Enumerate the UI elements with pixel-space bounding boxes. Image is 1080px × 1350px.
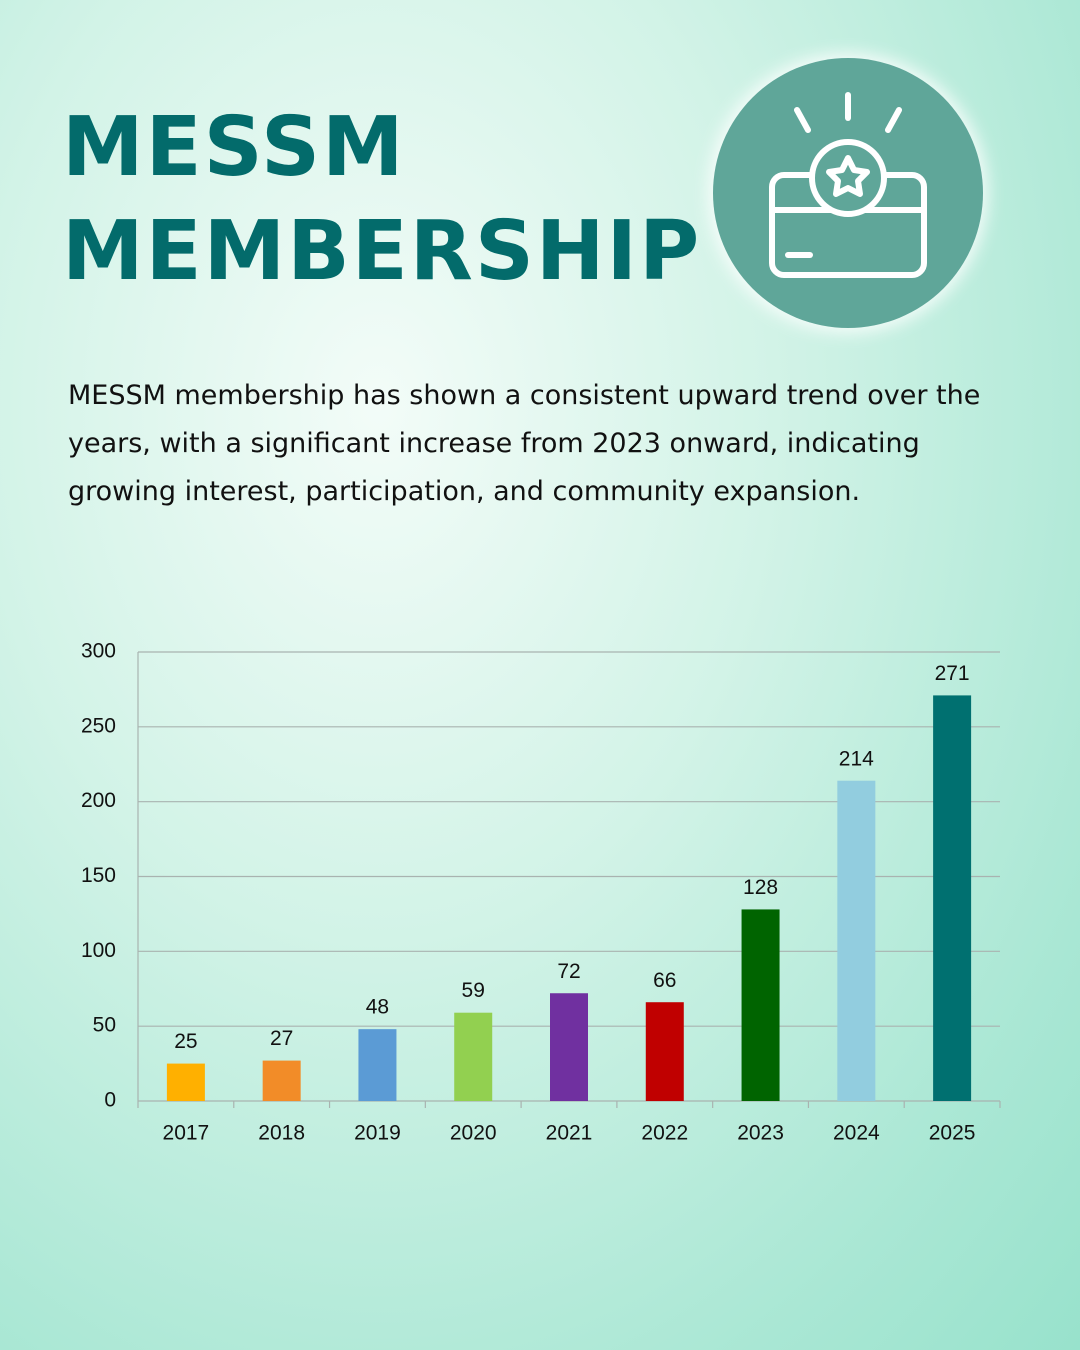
x-tick-label: 2019 <box>354 1122 401 1145</box>
title: MESSM MEMBERSHIP <box>62 100 702 299</box>
y-tick-label: 300 <box>81 640 116 663</box>
value-label: 271 <box>935 662 970 685</box>
value-label: 128 <box>743 876 778 899</box>
x-tick-label: 2023 <box>737 1122 784 1145</box>
x-tick-label: 2018 <box>258 1122 305 1145</box>
value-label: 66 <box>653 969 676 992</box>
value-label: 214 <box>839 747 874 770</box>
value-label: 27 <box>270 1027 293 1050</box>
x-tick-label: 2025 <box>929 1122 976 1145</box>
description: MESSM membership has shown a consistent … <box>68 380 981 507</box>
bar <box>741 909 780 1101</box>
y-tick-label: 100 <box>81 939 116 962</box>
value-label: 25 <box>174 1030 197 1053</box>
x-tick-label: 2022 <box>641 1122 688 1145</box>
x-tick-label: 2021 <box>546 1122 593 1145</box>
x-tick-label: 2017 <box>163 1122 210 1145</box>
bar <box>837 780 876 1101</box>
y-tick-label: 200 <box>81 789 116 812</box>
bar <box>262 1060 301 1101</box>
y-tick-label: 0 <box>104 1089 116 1112</box>
value-label: 48 <box>366 996 389 1019</box>
y-tick-label: 50 <box>93 1014 116 1037</box>
bar <box>166 1063 205 1101</box>
value-label: 59 <box>462 979 485 1002</box>
bar <box>645 1002 684 1101</box>
bar <box>933 695 972 1101</box>
x-tick-label: 2024 <box>833 1122 880 1145</box>
y-tick-label: 250 <box>81 714 116 737</box>
bar <box>454 1012 493 1101</box>
x-tick-label: 2020 <box>450 1122 497 1145</box>
value-label: 72 <box>557 960 580 983</box>
bar <box>358 1029 397 1101</box>
y-tick-label: 150 <box>81 864 116 887</box>
bar <box>550 993 588 1101</box>
